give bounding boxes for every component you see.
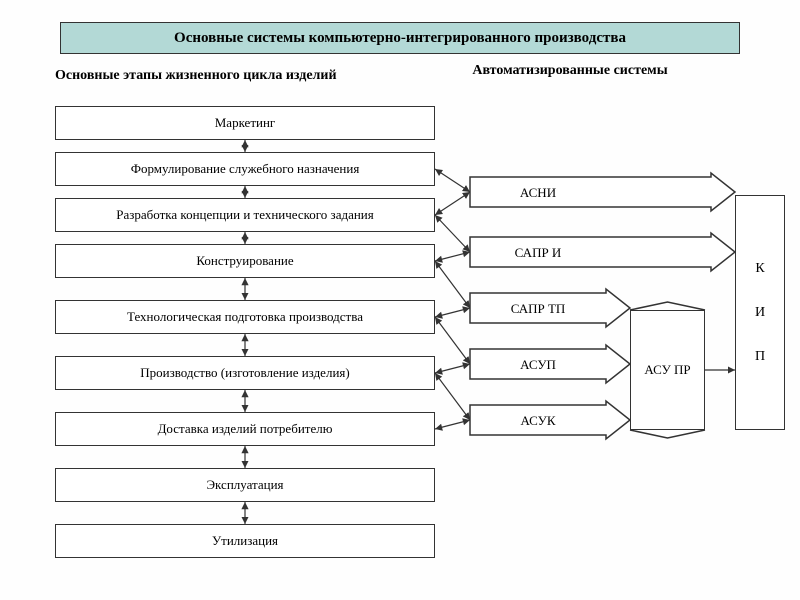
kip-letter: И — [755, 305, 765, 321]
subtitle-left: Основные этапы жизненного цикла изделий — [55, 68, 337, 84]
stage-box: Формулирование служебного назначения — [55, 152, 435, 186]
stage-label: Производство (изготовление изделия) — [140, 365, 349, 381]
stage-box: Производство (изготовление изделия) — [55, 356, 435, 390]
stage-label: Эксплуатация — [206, 477, 283, 493]
subtitle-right: Автоматизированные системы — [470, 62, 670, 80]
kip-letter: П — [755, 349, 765, 365]
stage-box: Разработка концепции и технического зада… — [55, 198, 435, 232]
system-arrow: САПР ТП — [470, 293, 630, 336]
kip-box: К И П — [735, 195, 785, 430]
stage-label: Технологическая подготовка производства — [127, 309, 363, 325]
kip-letter: К — [755, 261, 764, 277]
title-box: Основные системы компьютерно-интегрирова… — [60, 22, 740, 54]
system-label: АСУП — [520, 357, 556, 372]
stage-label: Доставка изделий потребителю — [158, 421, 333, 437]
stage-box: Утилизация — [55, 524, 435, 558]
system-label: АСУК — [520, 413, 555, 428]
stage-label: Маркетинг — [215, 115, 276, 131]
stage-label: Конструирование — [196, 253, 293, 269]
system-label: САПР ТП — [511, 301, 566, 316]
asu-pr-label: АСУ ПР — [644, 361, 690, 379]
stage-box: Доставка изделий потребителю — [55, 412, 435, 446]
stage-box: Конструирование — [55, 244, 435, 278]
system-arrow: АСУП — [470, 349, 630, 392]
stage-box: Технологическая подготовка производства — [55, 300, 435, 334]
stage-label: Утилизация — [212, 533, 278, 549]
system-label: САПР И — [515, 245, 562, 260]
stage-label: Разработка концепции и технического зада… — [116, 207, 374, 223]
system-arrow: АСУК — [470, 405, 630, 448]
asu-pr-box: АСУ ПР — [630, 310, 705, 430]
stage-box: Эксплуатация — [55, 468, 435, 502]
system-label: АСНИ — [520, 185, 556, 200]
stage-label: Формулирование служебного назначения — [131, 161, 360, 177]
stage-box: Маркетинг — [55, 106, 435, 140]
system-arrow: САПР И — [470, 237, 735, 280]
system-arrow: АСНИ — [470, 177, 735, 220]
title-text: Основные системы компьютерно-интегрирова… — [174, 30, 626, 47]
